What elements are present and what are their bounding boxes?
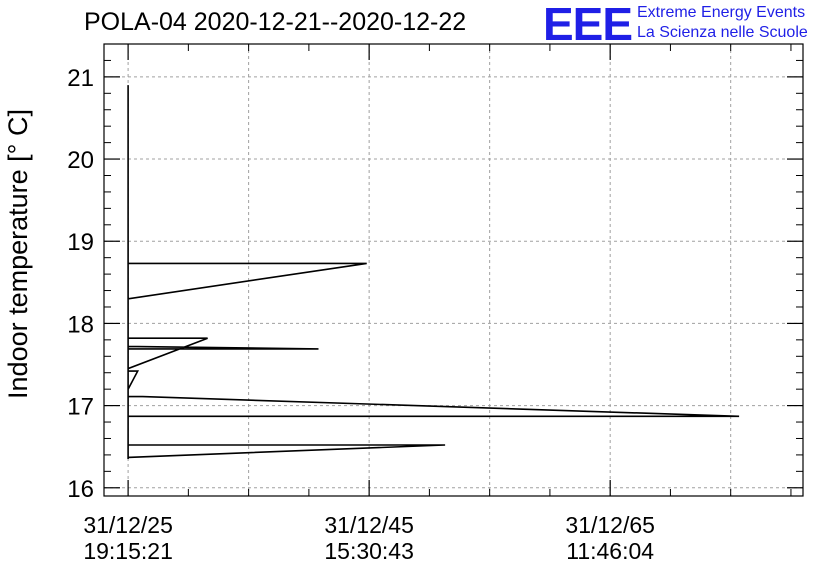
x-tick-label-time: 19:15:21 — [83, 538, 173, 564]
y-tick-label: 16 — [67, 476, 94, 503]
y-tick-label: 18 — [67, 311, 94, 338]
logo-caption-line-2: La Scienza nelle Scuole — [637, 24, 808, 41]
x-tick-label-date: 31/12/25 — [83, 512, 173, 538]
x-tick-label-time: 11:46:04 — [566, 538, 654, 564]
y-tick-label: 21 — [67, 65, 94, 92]
chart-title: POLA-04 2020-12-21--2020-12-22 — [84, 8, 467, 36]
grid-lines — [104, 44, 803, 496]
y-tick-label: 20 — [67, 147, 94, 174]
y-axis-label: Indoor temperature [° C] — [3, 109, 33, 399]
x-tick-label-date: 31/12/65 — [565, 512, 655, 538]
y-tick-label: 19 — [67, 229, 94, 256]
logo-caption-line-1: Extreme Energy Events — [637, 4, 806, 21]
eee-logo: EEE — [543, 0, 633, 50]
axis-ticks — [104, 43, 803, 496]
plot-frame — [103, 43, 804, 497]
x-tick-label-date: 31/12/45 — [324, 512, 414, 538]
x-tick-label-time: 15:30:43 — [324, 538, 414, 564]
temperature-series-line — [127, 85, 740, 459]
y-tick-label: 17 — [67, 394, 94, 421]
logo-caption: Extreme Energy Events La Scienza nelle S… — [637, 3, 808, 43]
